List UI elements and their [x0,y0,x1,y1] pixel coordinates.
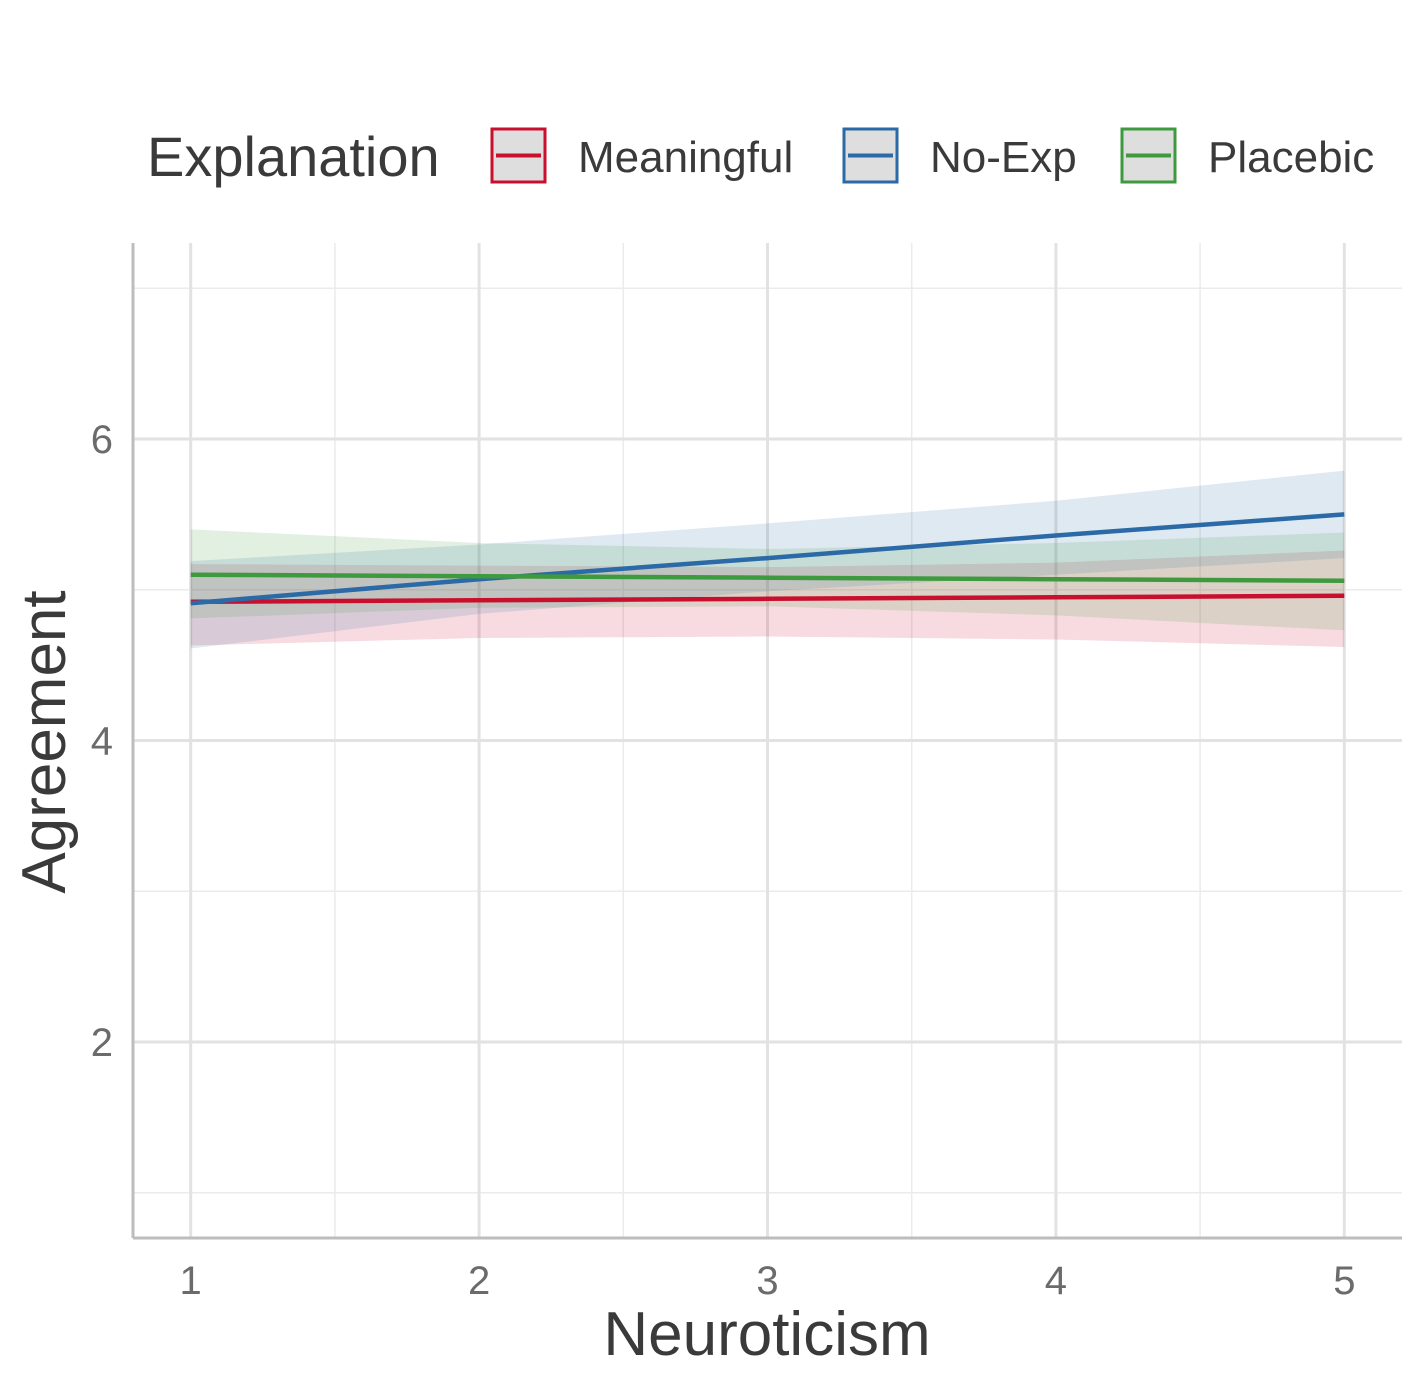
legend-label: No-Exp [930,133,1077,182]
legend-title: Explanation [147,125,440,188]
series-line-meaningful [190,593,1345,605]
x-tick-label: 1 [180,1259,202,1303]
tick-labels: 1 2 3 4 5 2 4 6 [91,418,1356,1303]
grid [133,243,1402,1238]
x-tick-label: 4 [1045,1259,1067,1303]
legend-key-meaningful: Meaningful [490,127,793,184]
series-line-placebic [190,572,1345,583]
y-axis-title: Agreement [10,590,79,893]
axes [131,243,1402,1240]
legend-label: Placebic [1208,133,1374,182]
x-axis-title: Neuroticism [603,1300,930,1369]
x-tick-label: 3 [756,1259,778,1303]
y-tick-label: 4 [91,720,113,764]
x-tick-label: 2 [468,1259,490,1303]
series-line-no-exp [190,512,1345,606]
series-lines [190,512,1345,606]
legend: Explanation Meaningful No-Exp Placebic [147,125,1374,188]
legend-label: Meaningful [578,133,793,182]
legend-key-no-exp: No-Exp [842,127,1077,184]
y-tick-label: 6 [91,418,113,462]
x-tick-label: 5 [1333,1259,1355,1303]
legend-key-placebic: Placebic [1120,127,1374,184]
y-tick-label: 2 [91,1021,113,1065]
